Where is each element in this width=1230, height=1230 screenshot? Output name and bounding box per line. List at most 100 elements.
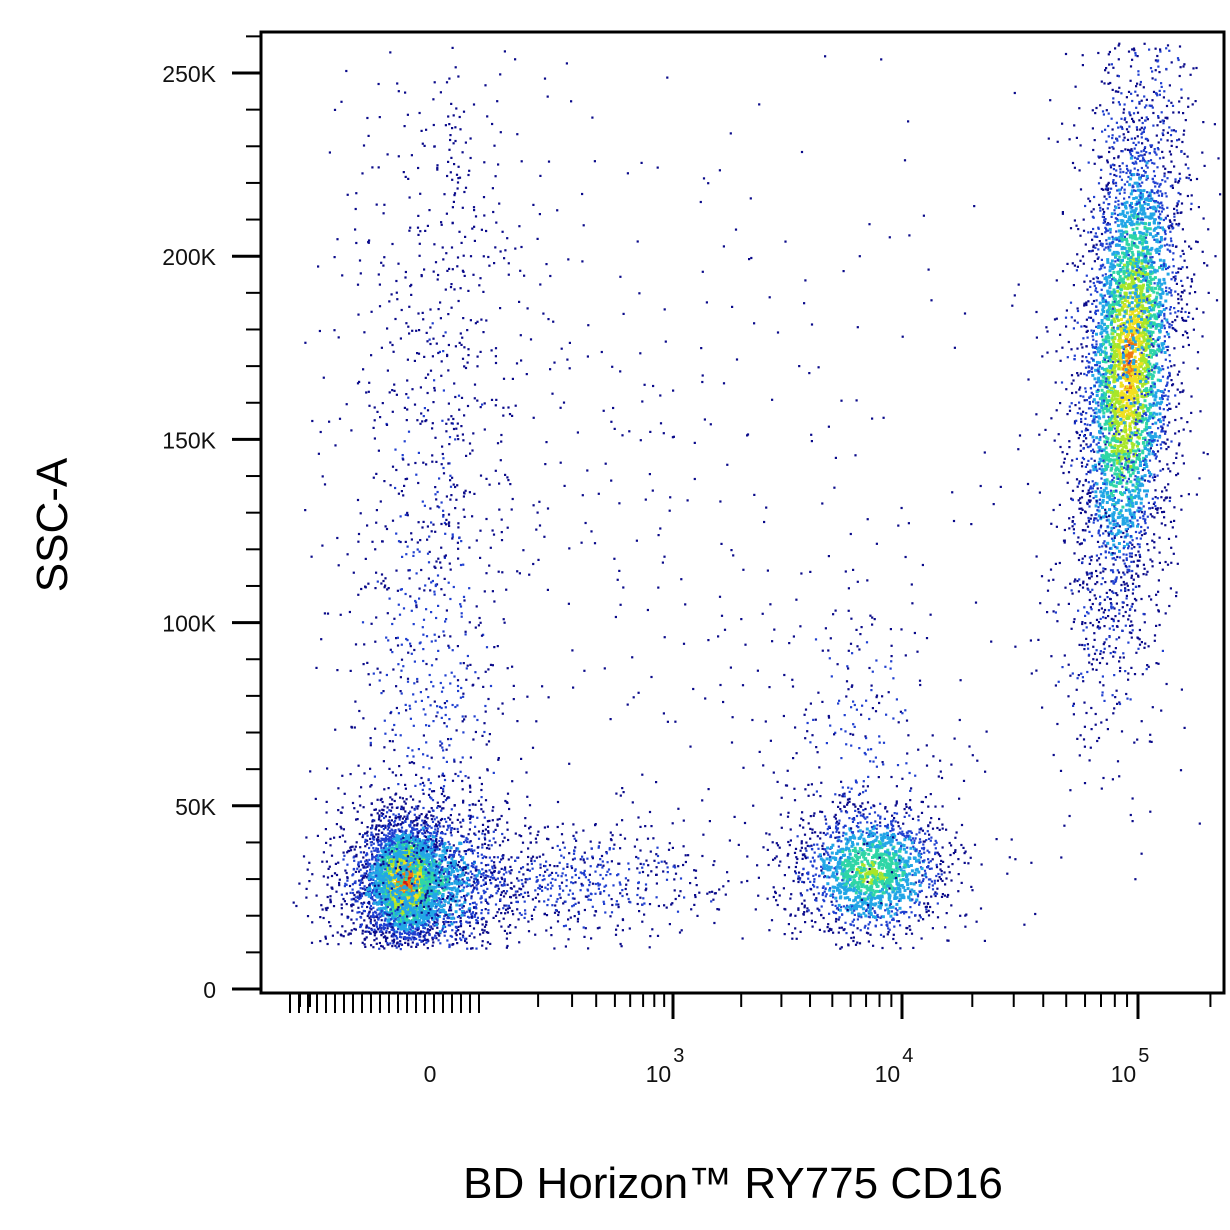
event-dot (407, 325, 410, 328)
event-dot (419, 896, 422, 900)
event-dot (458, 908, 461, 911)
event-dot (441, 246, 444, 249)
event-dot (466, 361, 469, 364)
event-dot (380, 797, 383, 800)
event-dot (401, 856, 405, 860)
event-dot (510, 881, 513, 884)
event-dot (407, 879, 411, 883)
event-dot (376, 798, 379, 801)
event-dot (426, 525, 429, 528)
event-dot (383, 927, 387, 930)
event-dot (500, 539, 504, 542)
event-dot (402, 883, 406, 887)
event-dot (444, 851, 448, 855)
event-dot (394, 829, 397, 832)
event-dot (409, 226, 412, 229)
event-dot (403, 930, 407, 933)
event-dot (468, 910, 471, 913)
event-dot (458, 881, 462, 885)
event-dot (509, 931, 512, 934)
event-dot (358, 709, 361, 713)
event-dot (434, 493, 437, 496)
event-dot (317, 452, 320, 455)
event-dot (394, 860, 398, 863)
event-dot (436, 909, 439, 912)
event-dot (393, 897, 397, 901)
event-dot (498, 508, 501, 511)
event-dot (486, 887, 489, 890)
event-dot (440, 716, 443, 719)
event-dot (421, 876, 425, 880)
event-dot (423, 875, 427, 879)
event-dot (391, 798, 394, 801)
event-dot (477, 624, 480, 627)
event-dot (383, 203, 386, 206)
event-dot (449, 138, 452, 142)
event-dot (397, 854, 401, 858)
event-dot (549, 881, 552, 884)
event-dot (447, 418, 450, 421)
event-dot (370, 834, 373, 837)
event-dot (383, 923, 387, 927)
event-dot (469, 903, 472, 906)
event-dot (412, 844, 416, 847)
event-dot (373, 775, 376, 778)
event-dot (410, 938, 413, 941)
event-dot (520, 160, 523, 163)
event-dot (408, 937, 411, 940)
event-dot (444, 554, 447, 557)
event-dot (382, 875, 386, 879)
event-dot (380, 812, 383, 815)
event-dot (338, 884, 341, 887)
event-dot (437, 273, 440, 277)
event-dot (402, 171, 405, 174)
event-dot (325, 811, 328, 814)
event-dot (483, 730, 486, 734)
event-dot (435, 825, 439, 828)
event-dot (342, 858, 345, 861)
event-dot (420, 568, 423, 572)
event-dot (428, 866, 432, 870)
event-dot (351, 883, 354, 886)
event-dot (309, 770, 312, 773)
event-dot (473, 936, 476, 939)
event-dot (379, 858, 383, 862)
event-dot (460, 612, 463, 615)
event-dot (314, 797, 317, 800)
event-dot (481, 829, 485, 832)
event-dot (355, 841, 358, 844)
event-dot (471, 912, 474, 915)
event-dot (441, 887, 444, 890)
event-dot (444, 799, 447, 802)
event-dot (424, 923, 428, 926)
event-dot (470, 915, 473, 919)
event-dot (502, 414, 505, 417)
event-dot (372, 847, 375, 850)
event-dot (494, 903, 498, 906)
event-dot (488, 264, 491, 267)
event-dot (338, 835, 341, 839)
event-dot (374, 727, 377, 730)
event-dot (381, 890, 385, 894)
event-dot (391, 893, 395, 897)
event-dot (442, 801, 445, 804)
event-dot (388, 913, 391, 916)
event-dot (408, 923, 411, 926)
event-dot (456, 869, 460, 873)
event-dot (520, 245, 523, 249)
event-dot (423, 915, 426, 919)
event-dot (397, 851, 400, 855)
event-dot (401, 926, 405, 930)
event-dot (328, 420, 331, 423)
event-dot (458, 899, 461, 902)
event-dot (408, 864, 412, 868)
event-dot (545, 263, 548, 266)
event-dot (464, 939, 467, 943)
event-dot (432, 848, 436, 852)
event-dot (443, 634, 446, 637)
event-dot (455, 427, 458, 430)
event-dot (420, 909, 424, 913)
event-dot (447, 840, 450, 844)
event-dot (422, 520, 425, 523)
event-dot (424, 885, 428, 889)
